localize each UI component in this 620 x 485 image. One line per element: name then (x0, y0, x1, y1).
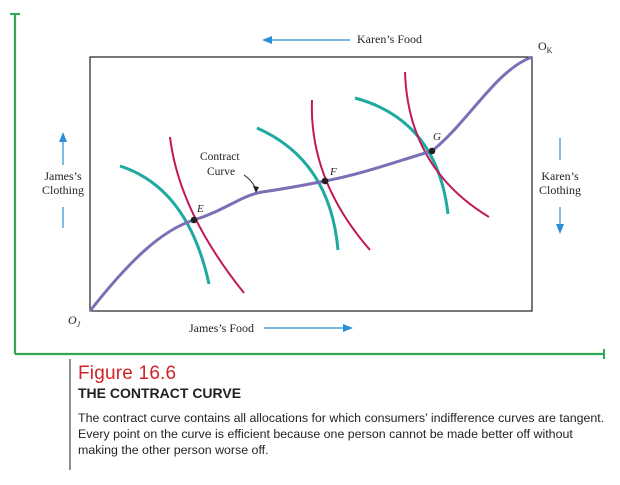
figure-title: THE CONTRACT CURVE (78, 385, 242, 401)
james-indifference-curve-3 (354, 96, 450, 215)
point-f-dot (321, 177, 329, 185)
james-clothing-arrow-head (59, 132, 67, 142)
contract-curve-label-line1: Contract (200, 151, 240, 163)
edgeworth-box (89, 56, 533, 312)
karen-indifference-curve-1 (169, 136, 245, 294)
figure-number: 16.6 (138, 363, 177, 384)
origin-james-sub: J (77, 320, 81, 329)
point-e-label: E (196, 203, 204, 215)
james-clothing-label-line2: Clothing (42, 183, 84, 197)
karens-food-arrow-head (262, 36, 272, 44)
james-clothing-label-line1: James’s (44, 169, 82, 183)
james-indifference-curve-1 (119, 164, 211, 285)
karens-food-label: Karen’s Food (357, 32, 422, 46)
figure-description: The contract curve contains all allocati… (78, 411, 605, 457)
karen-clothing-label-line2: Clothing (539, 183, 581, 197)
james-indifference-curve-2 (256, 126, 340, 251)
karen-clothing-label-line1: Karen’s (541, 169, 579, 183)
origin-james: OJ (68, 313, 81, 329)
contract-curve-pointer-head (253, 186, 259, 193)
figure-caption: Figure 16.6 THE CONTRACT CURVE The contr… (78, 364, 608, 458)
karen-indifference-curve-2 (310, 99, 371, 251)
karen-clothing-arrow-head (556, 224, 564, 234)
point-e-dot (190, 216, 198, 224)
james-food-label: James’s Food (189, 321, 254, 335)
figure-label: Figure 16.6 (78, 364, 608, 384)
point-g-label: G (433, 131, 441, 143)
figure-word: Figure (78, 363, 134, 384)
karen-indifference-curve-3 (404, 71, 490, 218)
contract-curve (88, 55, 533, 312)
contract-curve-label-line2: Curve (207, 166, 235, 178)
origin-karen-sub: K (547, 46, 553, 55)
origin-karen: OK (538, 39, 553, 55)
point-f-label: F (329, 166, 337, 178)
james-food-arrow-head (343, 324, 353, 332)
point-g-dot (428, 147, 436, 155)
